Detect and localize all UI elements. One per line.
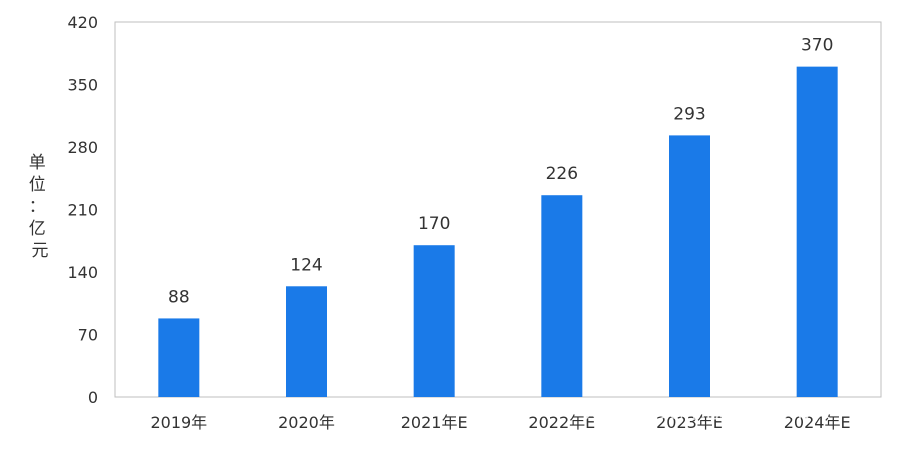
y-tick-label: 350 — [67, 76, 98, 95]
y-axis-label-char-2: 位 — [29, 175, 46, 195]
y-tick-label: 210 — [67, 201, 98, 220]
data-label: 170 — [418, 214, 450, 234]
y-tick-label: 70 — [78, 326, 98, 345]
y-axis-label-char-3: ： — [29, 197, 46, 217]
data-label: 293 — [673, 104, 705, 124]
x-tick-label: 2023年E — [656, 413, 723, 432]
bar — [286, 286, 327, 397]
y-axis-label-char-5: 元 — [32, 241, 49, 261]
y-tick-label: 420 — [67, 13, 98, 32]
data-label: 370 — [801, 36, 833, 56]
x-tick-label: 2020年 — [278, 413, 335, 432]
bar — [158, 318, 200, 397]
x-tick-label: 2022年E — [528, 413, 595, 432]
y-tick-label: 280 — [67, 138, 98, 157]
data-labels: 88 124 170 226 293 370 — [168, 36, 833, 308]
x-tick-label: 2021年E — [401, 413, 468, 432]
bar — [541, 195, 583, 397]
y-axis-label-char-1: 单 — [29, 153, 46, 173]
y-axis-label-char-4: 亿 — [29, 219, 46, 239]
plot-frame — [114, 21, 882, 398]
x-axis-ticks: 2019年 2020年 2021年E 2022年E 2023年E 2024年E — [150, 413, 850, 432]
y-axis-ticks: 0 70 140 210 280 350 420 — [67, 13, 98, 407]
y-axis-label: 单 位 ： 亿 元 — [29, 153, 51, 261]
watermark: 知乎 @突降芯片圈的幻实 — [584, 399, 833, 424]
bar — [669, 135, 710, 397]
x-tick-label: 2019年 — [150, 413, 207, 432]
data-label: 124 — [290, 255, 322, 275]
y-tick-label: 140 — [67, 263, 98, 282]
data-label: 88 — [168, 287, 190, 307]
bars — [158, 66, 838, 398]
x-tick-label: 2024年E — [784, 413, 851, 432]
bar — [796, 66, 838, 398]
data-label: 226 — [546, 164, 578, 184]
bar — [413, 245, 455, 397]
y-tick-label: 0 — [88, 388, 98, 407]
